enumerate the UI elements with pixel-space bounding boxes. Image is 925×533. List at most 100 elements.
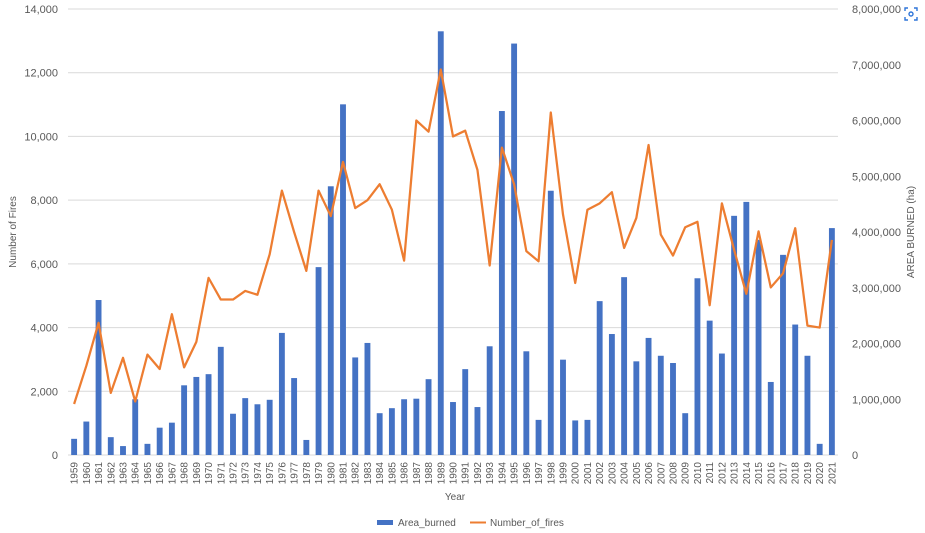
bar: [535, 419, 542, 455]
x-tick-label: 1989: [436, 462, 447, 485]
x-tick-label: 1975: [265, 462, 276, 485]
bar: [303, 439, 310, 455]
legend-label-area-burned: Area_burned: [398, 518, 456, 529]
x-tick-label: 2016: [766, 462, 777, 485]
y2-tick-label: 6,000,000: [852, 116, 901, 128]
bar: [731, 215, 738, 455]
legend-label-number-of-fires: Number_of_fires: [490, 518, 564, 529]
x-tick-label: 2017: [779, 462, 790, 485]
bar: [388, 408, 395, 455]
bar: [804, 355, 811, 455]
y2-tick-label: 3,000,000: [852, 283, 901, 295]
bar: [547, 190, 554, 455]
bar: [694, 278, 701, 455]
x-tick-label: 1964: [131, 462, 142, 485]
x-axis-ticks: 1959 1960 1961 1962 1963 1964 1965 1966 1967 1968…: [70, 462, 839, 485]
bar: [144, 443, 151, 455]
bar: [621, 277, 628, 455]
x-tick-label: 1980: [326, 462, 337, 485]
x-tick-label: 2021: [827, 462, 838, 485]
x-tick-label: 2019: [803, 462, 814, 485]
bar: [584, 419, 591, 455]
bar: [425, 379, 432, 455]
x-tick-label: 2001: [583, 462, 594, 485]
x-tick-label: 2005: [632, 462, 643, 485]
x-tick-label: 1988: [424, 462, 435, 485]
bar: [132, 399, 139, 455]
bar: [83, 421, 90, 455]
legend: Area_burned Number_of_fires: [377, 518, 564, 529]
x-tick-label: 1970: [204, 462, 215, 485]
bar: [780, 254, 786, 455]
bar: [572, 420, 579, 455]
x-tick-label: 1959: [70, 462, 81, 485]
x-tick-label: 1973: [241, 462, 252, 485]
x-tick-label: 1965: [143, 462, 154, 485]
y-axis-title: Number of Fires: [8, 196, 19, 268]
x-tick-label: 2010: [693, 462, 704, 485]
x-tick-label: 1992: [473, 462, 484, 485]
secondary-y-axis-ticks: 0 1,000,000 2,000,000 3,000,000 4,000,000 5,0…: [852, 4, 901, 462]
bar: [168, 422, 175, 455]
x-tick-label: 1969: [192, 462, 203, 485]
x-tick-label: 1985: [387, 462, 398, 485]
bar: [71, 438, 78, 455]
y2-tick-label: 0: [852, 450, 858, 462]
bar: [107, 437, 114, 455]
bar: [193, 376, 200, 455]
x-tick-label: 2009: [681, 462, 692, 485]
x-tick-label: 1983: [363, 462, 374, 485]
x-tick-label: 1968: [180, 462, 191, 485]
x-tick-label: 2000: [571, 462, 582, 485]
bar: [498, 111, 505, 456]
bar: [181, 385, 188, 455]
y-tick-label: 2,000: [30, 386, 58, 398]
x-tick-label: 1986: [400, 462, 411, 485]
x-tick-label: 1978: [302, 462, 313, 485]
bar: [474, 407, 481, 455]
bar: [327, 186, 334, 455]
x-tick-label: 1972: [229, 462, 240, 485]
legend-swatch-area-burned: [377, 520, 393, 525]
bar: [156, 427, 163, 455]
x-tick-label: 1966: [155, 462, 166, 485]
bar: [315, 267, 322, 455]
bar: [266, 399, 273, 455]
bar: [340, 104, 346, 456]
bar: [242, 398, 249, 455]
x-tick-label: 1977: [290, 462, 301, 485]
bar: [205, 374, 212, 455]
bar: [767, 381, 774, 455]
y-tick-label: 0: [52, 450, 58, 462]
x-tick-label: 1976: [277, 462, 288, 485]
bar: [560, 359, 566, 455]
bar: [682, 413, 689, 455]
x-tick-label: 1960: [82, 462, 93, 485]
bar: [596, 301, 603, 455]
x-tick-label: 1982: [351, 462, 362, 485]
y2-tick-label: 5,000,000: [852, 171, 901, 183]
bar: [633, 361, 640, 455]
series-line: [73, 68, 834, 405]
x-tick-label: 1979: [314, 462, 325, 485]
y2-tick-label: 8,000,000: [852, 4, 901, 16]
x-tick-label: 1993: [485, 462, 496, 485]
y-tick-label: 10,000: [24, 131, 58, 143]
bar: [95, 300, 102, 455]
x-tick-label: 1990: [449, 462, 460, 485]
bar: [437, 31, 444, 456]
bar: [706, 320, 713, 455]
bar: [718, 353, 725, 455]
area-burned-bars: [71, 31, 835, 456]
bar: [828, 228, 835, 455]
bar: [120, 446, 126, 455]
y2-tick-label: 4,000,000: [852, 227, 901, 239]
x-tick-label: 1961: [94, 462, 105, 485]
x-tick-label: 1984: [375, 462, 386, 485]
bar: [670, 363, 676, 455]
focus-mode-button[interactable]: [903, 6, 919, 22]
x-tick-label: 1962: [106, 462, 117, 485]
bar: [364, 342, 371, 455]
x-tick-label: 2003: [607, 462, 618, 485]
x-tick-label: 2013: [730, 462, 741, 485]
